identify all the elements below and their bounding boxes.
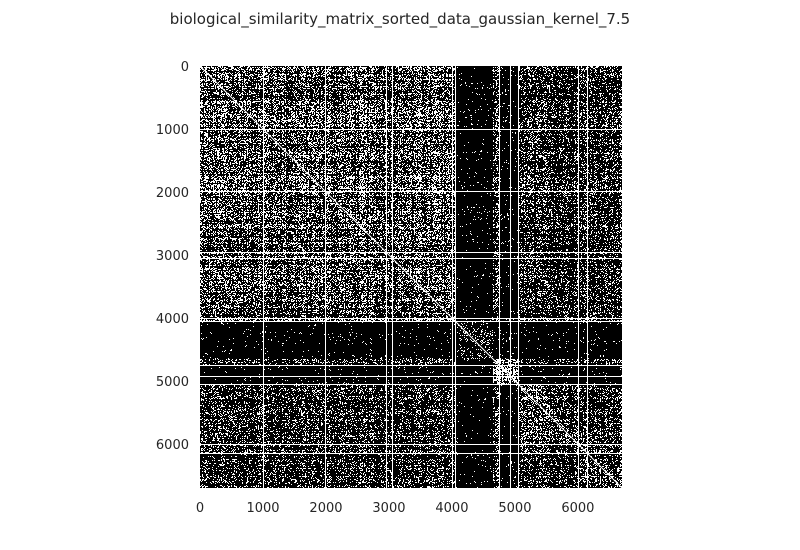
heatmap bbox=[199, 65, 623, 489]
x-tick-label: 3000 bbox=[372, 501, 405, 516]
x-tick-label: 2000 bbox=[309, 501, 342, 516]
x-tick-label: 4000 bbox=[435, 501, 468, 516]
x-tick-label: 5000 bbox=[498, 501, 531, 516]
y-tick-label: 3000 bbox=[156, 249, 189, 264]
x-tick-label: 1000 bbox=[246, 501, 279, 516]
y-tick-label: 2000 bbox=[156, 186, 189, 201]
y-tick-label: 4000 bbox=[156, 312, 189, 327]
x-tick-label: 6000 bbox=[561, 501, 594, 516]
y-tick-label: 0 bbox=[181, 60, 189, 75]
x-tick-label: 0 bbox=[196, 501, 204, 516]
y-tick-label: 5000 bbox=[156, 375, 189, 390]
x-axis: 0 1000 2000 3000 4000 5000 6000 bbox=[196, 501, 595, 516]
y-tick-label: 1000 bbox=[156, 123, 189, 138]
y-tick-label: 6000 bbox=[156, 438, 189, 453]
diagonal-line bbox=[199, 65, 623, 489]
chart-title: biological_similarity_matrix_sorted_data… bbox=[170, 10, 630, 29]
y-axis: 0 1000 2000 3000 4000 5000 6000 bbox=[156, 60, 189, 453]
